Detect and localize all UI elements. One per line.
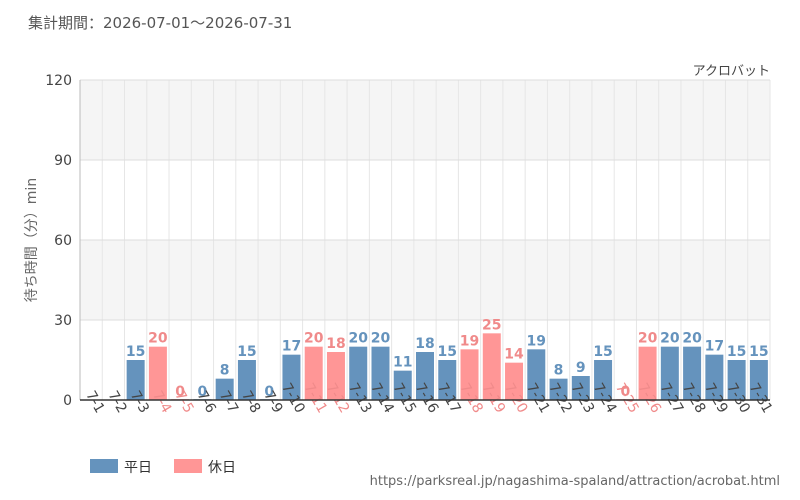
bar-7-24 <box>594 360 613 400</box>
bar-value-label: 20 <box>371 331 391 347</box>
bar-value-label: 20 <box>660 331 680 347</box>
bar-value-label: 18 <box>326 336 345 352</box>
bar-value-label: 11 <box>393 355 412 371</box>
bar-value-label: 19 <box>527 333 546 349</box>
bar-7-19 <box>482 333 501 400</box>
bar-value-label: 17 <box>282 339 301 355</box>
bar-value-label: 20 <box>148 331 168 347</box>
bar-value-label: 0 <box>198 384 208 400</box>
bar-7-29 <box>705 354 724 400</box>
source-url[interactable]: https://parksreal.jp/nagashima-spaland/a… <box>369 474 780 489</box>
y-tick-label: 90 <box>54 153 72 169</box>
bar-7-31 <box>749 360 768 400</box>
period-label: 集計期間：2026-07-01～2026-07-31 <box>28 14 293 32</box>
bar-value-label: 15 <box>126 344 145 360</box>
bar-7-16 <box>416 352 434 400</box>
bar-value-label: 20 <box>682 331 702 347</box>
bar-value-label: 14 <box>504 347 524 363</box>
bar-value-label: 9 <box>576 360 586 376</box>
bar-7-23 <box>571 376 590 400</box>
bar-value-label: 8 <box>554 363 564 379</box>
bar-7-20 <box>505 362 524 400</box>
y-axis-title: 待ち時間（分）min <box>24 178 40 302</box>
y-tick-label: 0 <box>63 393 72 409</box>
bar-value-label: 8 <box>220 363 230 379</box>
bar-7-21 <box>527 349 546 400</box>
plot-band <box>80 160 770 240</box>
legend-label-weekday: 平日 <box>124 460 152 476</box>
legend-label-holiday: 休日 <box>208 460 236 476</box>
bar-value-label: 20 <box>638 331 658 347</box>
bar-7-8 <box>237 360 256 400</box>
bar-7-28 <box>683 346 702 400</box>
y-tick-label: 60 <box>54 233 72 249</box>
legend-swatch-weekday <box>90 459 118 473</box>
bar-7-12 <box>326 352 345 400</box>
bar-value-label: 15 <box>749 344 768 360</box>
bar-value-label: 0 <box>264 384 274 400</box>
bar-value-label: 19 <box>460 333 479 349</box>
plot-band <box>80 80 770 160</box>
bar-value-label: 15 <box>727 344 746 360</box>
bar-value-label: 20 <box>304 331 324 347</box>
bar-value-label: 15 <box>438 344 457 360</box>
plot-band <box>80 240 770 320</box>
bar-7-7 <box>215 378 234 400</box>
bar-7-3 <box>126 360 145 400</box>
legend-swatch-holiday <box>174 459 202 473</box>
bar-value-label: 17 <box>705 339 724 355</box>
bar-7-15 <box>393 370 412 400</box>
bar-7-30 <box>727 360 746 400</box>
bar-value-label: 15 <box>237 344 256 360</box>
y-tick-label: 30 <box>54 313 72 329</box>
bar-7-13 <box>349 346 368 400</box>
bar-value-label: 0 <box>620 384 630 400</box>
chart-subtitle: アクロバット <box>692 64 770 79</box>
bar-7-27 <box>660 346 679 400</box>
bar-value-label: 15 <box>593 344 612 360</box>
bar-7-14 <box>371 346 390 400</box>
bar-7-10 <box>282 354 301 400</box>
bar-value-label: 25 <box>482 317 501 333</box>
bar-7-4 <box>148 346 167 400</box>
bar-value-label: 0 <box>175 384 185 400</box>
bar-value-label: 20 <box>348 331 368 347</box>
y-tick-label: 120 <box>45 73 72 89</box>
bar-7-22 <box>549 378 568 400</box>
bar-7-26 <box>638 346 657 400</box>
bar-7-11 <box>304 346 323 400</box>
bar-7-17 <box>438 360 457 400</box>
bar-value-label: 18 <box>415 336 434 352</box>
bar-7-18 <box>460 349 479 400</box>
